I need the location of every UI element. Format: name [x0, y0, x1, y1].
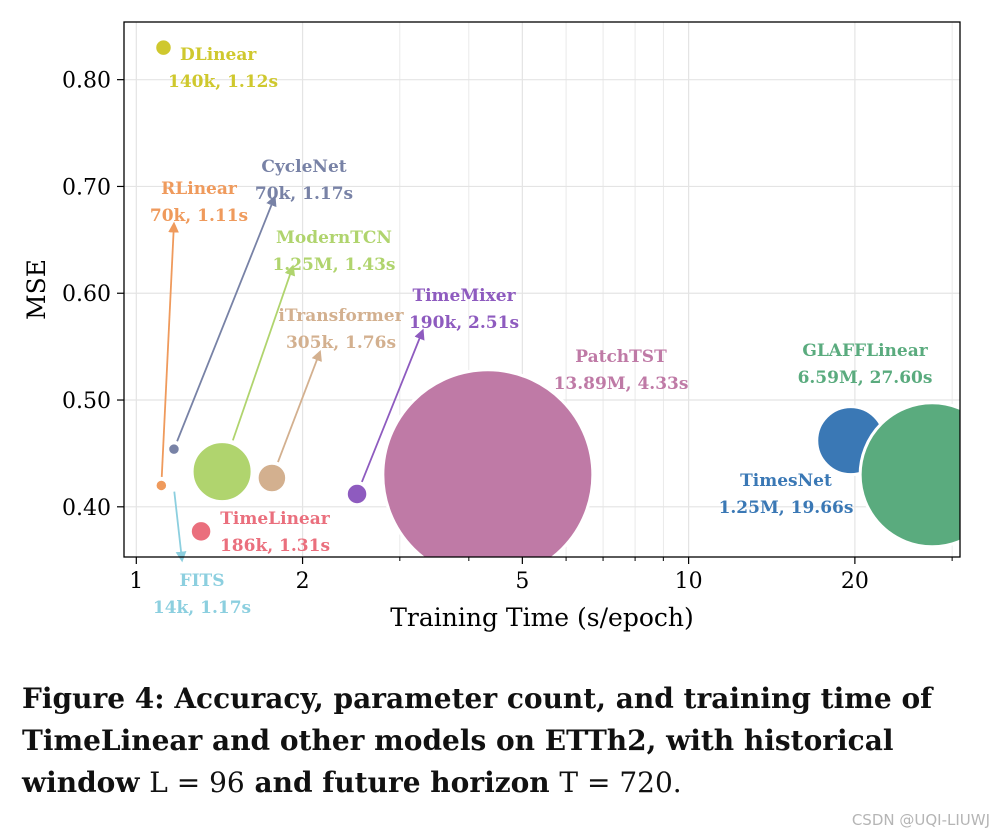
arrow-itransformer: [277, 349, 322, 463]
label-name-timesnet: TimesNet: [740, 471, 832, 491]
y-tick-label: 0.80: [62, 69, 111, 94]
label-info-patchtst: 13.89M, 4.33s: [554, 374, 689, 394]
x-tick-label: 5: [515, 569, 529, 594]
bubbles-group: [154, 38, 960, 557]
y-axis-label: MSE: [22, 259, 51, 320]
label-name-glafflinear: GLAFFLinear: [802, 341, 928, 361]
x-tick-label: 10: [675, 569, 703, 594]
watermark: CSDN @UQI-LIUWJ: [851, 811, 990, 829]
chart-svg: DLinear 140k, 1.12s RLinear 70k, 1.11s Cycle…: [22, 21, 961, 632]
x-tick-label: 20: [841, 569, 869, 594]
bubble-glafflinear: [858, 401, 960, 549]
label-name-timemixer: TimeMixer: [412, 286, 516, 306]
label-info-glafflinear: 6.59M, 27.60s: [798, 368, 933, 388]
label-name-patchtst: PatchTST: [575, 347, 667, 367]
x-axis-label: Training Time (s/epoch): [390, 603, 694, 632]
bubble-itransformer: [257, 463, 287, 493]
caption-math-horizon: T = 720.: [559, 766, 682, 799]
label-info-rlinear: 70k, 1.11s: [150, 206, 248, 226]
figure-caption: Figure 4: Accuracy, parameter count, and…: [22, 678, 982, 804]
bubble-timelinear: [190, 520, 212, 543]
caption-text: Figure 4: Accuracy, parameter count, and…: [22, 682, 933, 799]
label-name-dlinear: DLinear: [180, 45, 257, 65]
x-tick-label: 2: [296, 569, 310, 594]
y-tick-label: 0.50: [62, 389, 111, 414]
bubble-cyclenet: [167, 442, 181, 456]
label-name-itransformer: iTransformer: [278, 306, 404, 326]
arrow-rlinear: [160, 221, 179, 478]
bubble-dlinear: [154, 38, 173, 57]
bubble-timemixer: [346, 483, 368, 505]
label-name-cyclenet: CycleNet: [261, 157, 346, 177]
label-name-timelinear: TimeLinear: [220, 509, 331, 529]
label-info-moderntcn: 1.25M, 1.43s: [272, 255, 395, 275]
y-tick-label: 0.60: [62, 282, 111, 307]
arrow-moderntcn: [232, 264, 296, 441]
y-tick-label: 0.70: [62, 175, 111, 200]
label-name-moderntcn: ModernTCN: [276, 228, 392, 248]
chart: DLinear 140k, 1.12s RLinear 70k, 1.11s Cycle…: [22, 21, 961, 632]
plot-frame: [123, 21, 961, 558]
arrow-timemixer: [361, 328, 425, 483]
label-name-fits: FITS: [180, 571, 225, 591]
label-info-fits: 14k, 1.17s: [153, 598, 251, 618]
x-tick-label: 1: [129, 569, 143, 594]
label-info-itransformer: 305k, 1.76s: [286, 333, 396, 353]
label-info-timesnet: 1.25M, 19.66s: [719, 498, 854, 518]
caption-and-text: and future horizon: [254, 766, 550, 799]
bubble-patchtst: [381, 368, 595, 557]
y-tick-label: 0.40: [62, 496, 111, 521]
arrow-fits: [173, 491, 187, 563]
bubble-moderntcn: [190, 440, 254, 504]
label-info-dlinear: 140k, 1.12s: [168, 72, 278, 92]
bubble-rlinear: [155, 479, 168, 492]
label-info-timemixer: 190k, 2.51s: [409, 313, 519, 333]
caption-math-window: L = 96: [149, 766, 245, 799]
label-name-rlinear: RLinear: [161, 179, 238, 199]
arrow-cyclenet: [176, 195, 277, 442]
label-info-timelinear: 186k, 1.31s: [220, 536, 330, 556]
label-info-cyclenet: 70k, 1.17s: [255, 184, 353, 204]
